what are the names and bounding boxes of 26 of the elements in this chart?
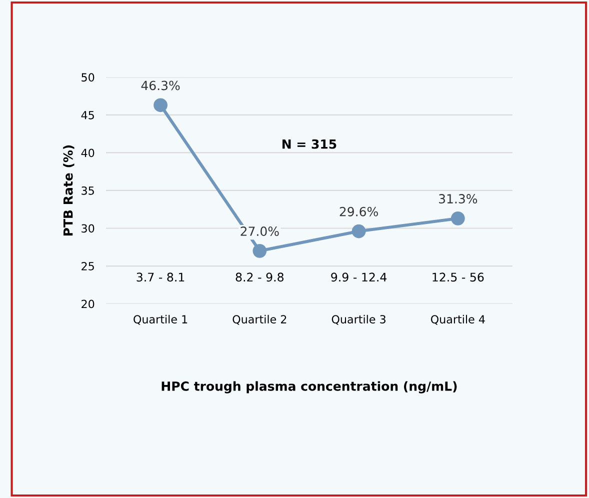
x-tick-label: Quartile 2 — [232, 314, 286, 325]
y-tick-label: 35 — [82, 186, 94, 195]
annotation: 8.2 - 9.8 — [236, 272, 284, 282]
y-tick-label: 40 — [81, 148, 94, 158]
point — [252, 244, 267, 258]
point — [352, 224, 366, 238]
annotation: N = 315 — [282, 139, 336, 149]
y-tick-label: 30 — [82, 224, 94, 233]
annotation: 9.9 - 12.4 — [331, 272, 387, 282]
y-tick-label: 50 — [82, 73, 94, 82]
x-tick-label: Quartile 1 — [134, 314, 188, 325]
x-tick-label: Quartile 4 — [430, 314, 485, 325]
point — [154, 98, 168, 112]
data-label: 29.6% — [340, 206, 378, 216]
annotation: 12.5 - 56 — [432, 272, 484, 282]
data-label: 46.3% — [141, 80, 180, 90]
y-axis-title: PTB Rate (%) — [63, 145, 74, 236]
x-tick-label: Quartile 3 — [332, 314, 386, 325]
x-axis-title: HPC trough plasma concentration (ng/mL) — [162, 381, 457, 394]
annotation: 3.7 - 8.1 — [136, 272, 184, 282]
data-label: 31.3% — [439, 194, 478, 204]
y-tick-label: 25 — [82, 262, 94, 270]
data-label: 27.0% — [240, 226, 279, 236]
point — [450, 211, 465, 226]
y-tick-label: 45 — [81, 111, 94, 120]
y-tick-label: 20 — [82, 300, 94, 308]
